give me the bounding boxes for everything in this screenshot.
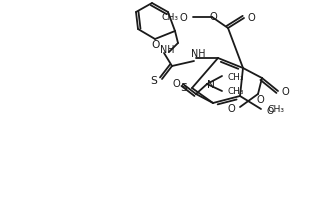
Text: O: O xyxy=(267,107,274,116)
Text: NH: NH xyxy=(160,45,174,55)
Text: N: N xyxy=(207,80,215,90)
Text: O: O xyxy=(227,103,235,114)
Text: O: O xyxy=(256,95,264,104)
Text: CH₃: CH₃ xyxy=(227,87,243,96)
Text: CH₃: CH₃ xyxy=(162,13,179,22)
Text: O: O xyxy=(209,12,217,22)
Text: O: O xyxy=(281,87,289,97)
Text: CH₃: CH₃ xyxy=(267,105,284,114)
Text: S: S xyxy=(151,76,157,85)
Text: O: O xyxy=(179,13,187,23)
Text: O: O xyxy=(172,79,180,89)
Text: O: O xyxy=(152,40,160,50)
Text: NH: NH xyxy=(191,49,205,59)
Text: CH₃: CH₃ xyxy=(227,72,243,81)
Text: O: O xyxy=(247,13,255,23)
Text: S: S xyxy=(181,83,187,92)
